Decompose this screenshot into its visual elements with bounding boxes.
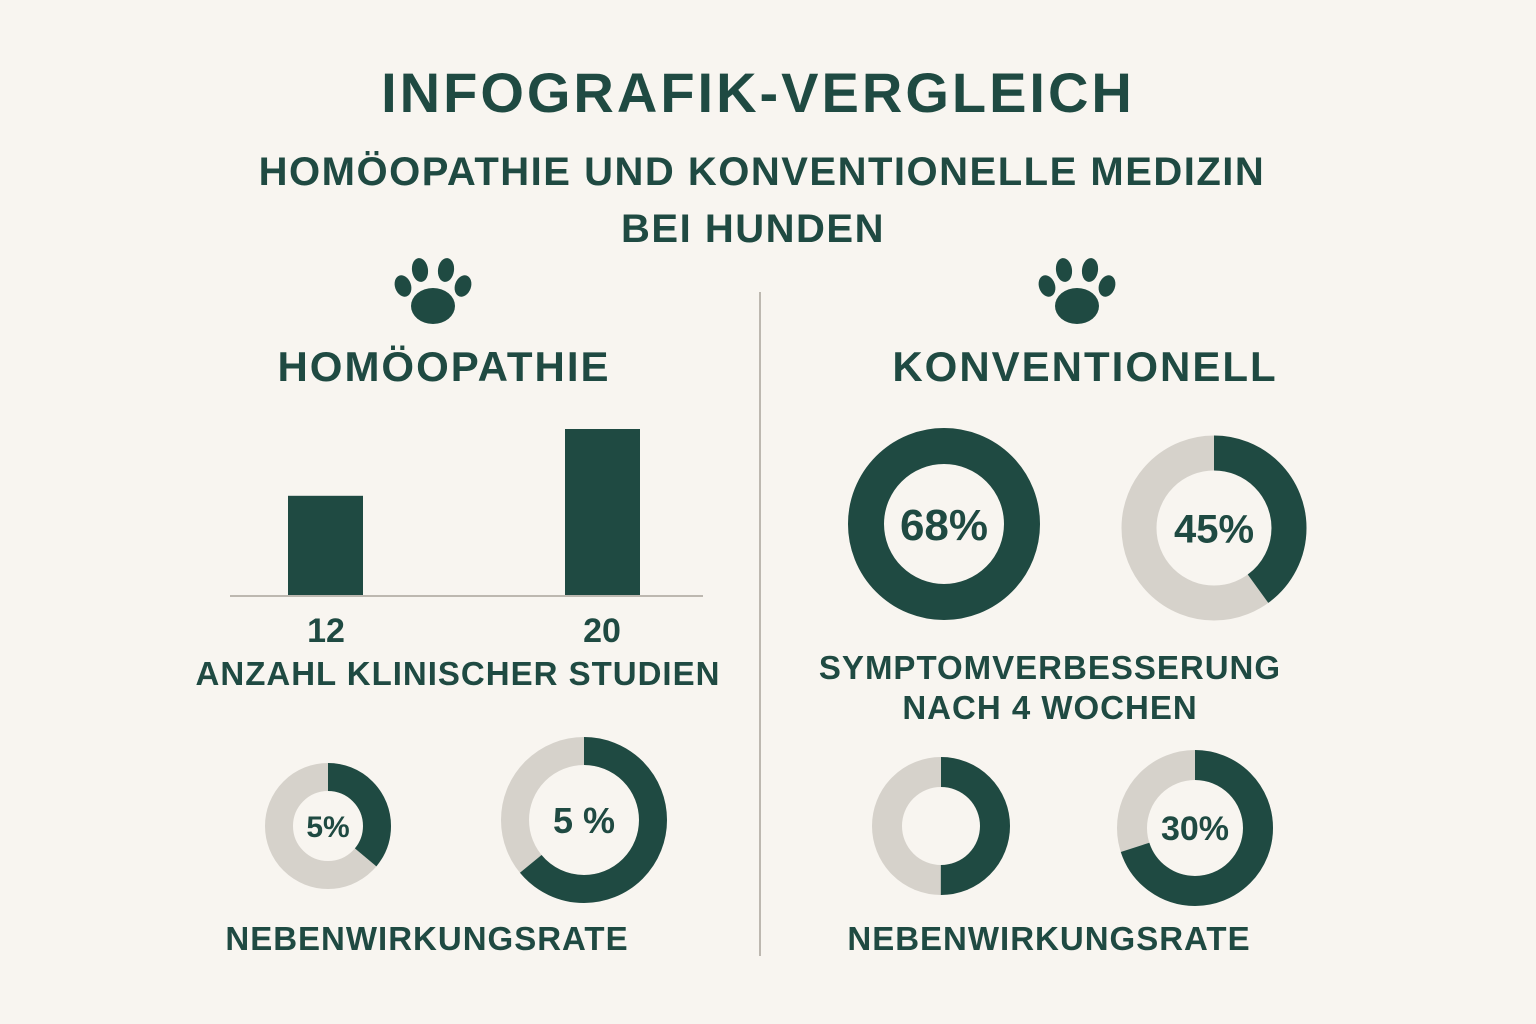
donut-fill xyxy=(1121,435,1307,621)
donut-value-label: 30% xyxy=(1161,810,1229,848)
paw-toe xyxy=(1055,258,1073,282)
paw-icon xyxy=(1038,258,1116,324)
paw-toe xyxy=(437,258,455,282)
donut-fill xyxy=(872,757,1010,895)
donut-charts: 68% 45% 5% 5 % 30% xyxy=(265,428,1307,906)
page-title: INFOGRAFIK-VERGLEICH xyxy=(381,61,1135,124)
left-side-effects-label: NEBENWIRKUNGSRATE xyxy=(225,920,628,957)
bar xyxy=(565,429,640,596)
donut-value-label: 68% xyxy=(900,501,988,550)
paw-toe xyxy=(1081,258,1099,282)
right-heading: KONVENTIONELL xyxy=(892,343,1277,390)
donut-fill xyxy=(265,763,391,889)
paw-toe xyxy=(454,275,472,297)
bar-value-label: 12 xyxy=(307,612,345,650)
subtitle-line2: BEI HUNDEN xyxy=(621,207,885,251)
paw-toe xyxy=(411,258,429,282)
improvement-label-line1: SYMPTOMVERBESSERUNG xyxy=(819,649,1281,686)
studies-label: ANZAHL KLINISCHER STUDIEN xyxy=(196,655,721,692)
paw-pad xyxy=(411,288,455,324)
donut-value-label: 5% xyxy=(306,811,349,844)
right-side-effects-label: NEBENWIRKUNGSRATE xyxy=(847,920,1250,957)
paw-toe xyxy=(1038,275,1056,297)
paw-pad xyxy=(1055,288,1099,324)
donut-fill xyxy=(1117,750,1273,906)
bar-value-label: 20 xyxy=(583,612,621,650)
improvement-label-line2: NACH 4 WOCHEN xyxy=(902,689,1197,726)
paw-toe xyxy=(394,275,412,297)
donut-value-label: 45% xyxy=(1174,507,1254,551)
bar xyxy=(288,495,363,596)
left-heading: HOMÖOPATHIE xyxy=(277,343,610,390)
donut-value-label: 5 % xyxy=(553,800,615,841)
paw-icon xyxy=(394,258,472,324)
subtitle-line1: HOMÖOPATHIE UND KONVENTIONELLE MEDIZIN xyxy=(259,149,1266,194)
studies-bar-chart: 12 20 xyxy=(288,429,640,650)
paw-toe xyxy=(1098,275,1116,297)
donut-fill xyxy=(501,737,667,903)
donut-fill xyxy=(848,428,1040,620)
